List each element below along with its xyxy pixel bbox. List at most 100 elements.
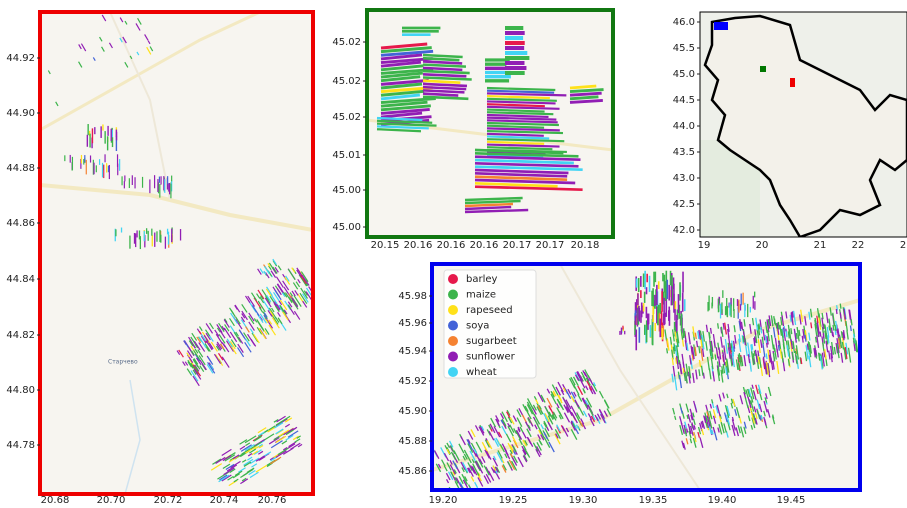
figure: Старчево barleymaizerapeseedsoyasugarbee… [0, 0, 907, 504]
y-tick-label: 45.86 [398, 466, 427, 477]
legend-swatch [448, 336, 458, 346]
y-tick-label: 45.5 [673, 43, 695, 54]
field [743, 336, 744, 342]
legend-label: rapeseed [466, 305, 513, 316]
y-tick-label: 43.0 [673, 173, 695, 184]
field [684, 330, 685, 336]
y-tick-label: 42.0 [673, 225, 695, 236]
legend-label: sunflower [466, 352, 516, 363]
y-tick-label: 44.84 [6, 274, 35, 285]
y-tick-label: 45.02 [332, 76, 361, 87]
x-tick-label: 19.25 [499, 495, 528, 504]
field [786, 331, 787, 337]
y-tick-label: 45.94 [398, 346, 427, 357]
map-serbia [700, 12, 907, 237]
x-tick-label: 20.16 [470, 240, 499, 251]
field [766, 353, 767, 359]
x-tick-label: 19.20 [429, 495, 458, 504]
field [776, 323, 777, 328]
field [697, 341, 698, 347]
legend-swatch [448, 274, 458, 284]
field [853, 338, 854, 344]
x-tick-label: 20.17 [536, 240, 565, 251]
field [820, 332, 821, 337]
field [709, 333, 710, 339]
x-tick-label: 20 [756, 240, 769, 251]
legend-swatch [448, 367, 458, 377]
field [791, 328, 792, 334]
legend-swatch [448, 290, 458, 300]
field [840, 312, 841, 318]
y-tick-label: 44.92 [6, 53, 35, 64]
x-tick-label: 20.72 [154, 495, 183, 504]
x-tick-label: 19.30 [569, 495, 598, 504]
legend-swatch [448, 305, 458, 315]
field [711, 328, 712, 334]
x-tick-label: 20.68 [41, 495, 70, 504]
field [836, 309, 837, 314]
x-tick-label: 20.18 [571, 240, 600, 251]
field [715, 354, 716, 360]
field [683, 368, 684, 373]
field [695, 333, 696, 339]
x-tick-label: 20.17 [503, 240, 532, 251]
field [570, 90, 604, 92]
field [805, 335, 806, 342]
field [807, 344, 808, 350]
y-tick-label: 45.90 [398, 406, 427, 417]
place-label: Старчево [108, 359, 138, 366]
y-tick-label: 43.5 [673, 147, 695, 158]
y-tick-label: 44.88 [6, 163, 35, 174]
x-tick-label: 19.45 [777, 495, 806, 504]
field [840, 304, 841, 309]
y-tick-label: 45.02 [332, 112, 361, 123]
field [801, 358, 802, 364]
legend-label: sugarbeet [466, 336, 517, 347]
map-top [367, 10, 613, 237]
field [841, 331, 842, 338]
y-tick-label: 45.92 [398, 376, 427, 387]
field [758, 351, 759, 357]
y-tick-label: 44.86 [6, 218, 35, 229]
y-tick-label: 45.01 [332, 150, 361, 161]
field [754, 351, 755, 356]
x-tick-label: 19 [698, 240, 711, 251]
field [570, 86, 596, 88]
field [718, 323, 719, 328]
field [833, 325, 834, 331]
field [570, 100, 603, 102]
y-tick-label: 44.5 [673, 95, 695, 106]
field [799, 330, 800, 336]
y-tick-label: 45.98 [398, 291, 427, 302]
field [667, 348, 668, 353]
x-tick-label: 20.16 [437, 240, 466, 251]
field [755, 329, 756, 335]
field [829, 326, 830, 331]
y-tick-label: 45.96 [398, 318, 427, 329]
field [755, 336, 756, 342]
field [778, 345, 779, 351]
field [124, 2, 127, 6]
field [703, 373, 704, 379]
field [570, 93, 602, 95]
map-left [40, 2, 320, 494]
legend-label: maize [466, 290, 496, 301]
field [816, 337, 817, 343]
field [835, 325, 836, 331]
x-tick-label: 20.16 [404, 240, 433, 251]
y-tick-label: 45.00 [332, 185, 361, 196]
y-tick-label: 46.0 [673, 17, 695, 28]
x-tick-label: 21 [814, 240, 827, 251]
field [570, 97, 598, 99]
y-tick-label: 45.88 [398, 436, 427, 447]
x-tick-label: 20.70 [97, 495, 126, 504]
legend-label: wheat [466, 367, 497, 378]
y-tick-label: 42.5 [673, 199, 695, 210]
legend-swatch [448, 352, 458, 362]
legend-swatch [448, 321, 458, 331]
x-tick-label: 20.76 [258, 495, 287, 504]
x-tick-label: 2 [900, 240, 906, 251]
y-tick-label: 44.82 [6, 330, 35, 341]
x-tick-label: 19.40 [708, 495, 737, 504]
x-tick-label: 20.74 [210, 495, 239, 504]
